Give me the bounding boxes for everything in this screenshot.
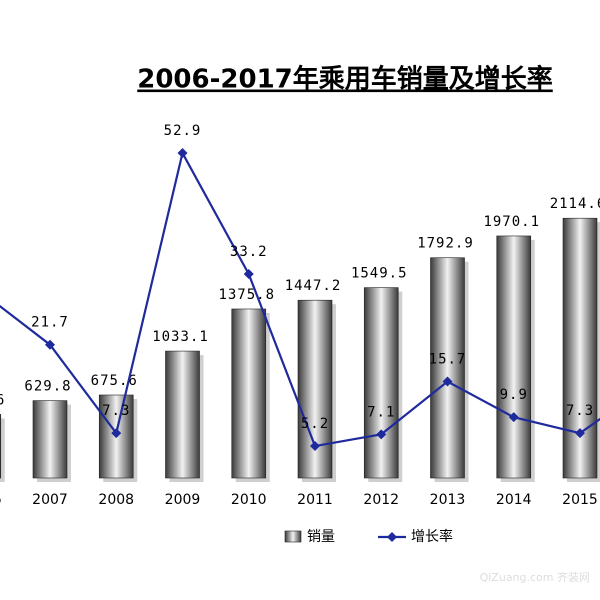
legend-swatch bbox=[387, 532, 397, 542]
data-label: 1970.1 bbox=[483, 214, 540, 230]
x-tick-label: 2013 bbox=[430, 492, 466, 508]
x-tick-label: 2011 bbox=[297, 492, 333, 508]
data-label: 1792.9 bbox=[417, 236, 474, 252]
x-tick-label: 2012 bbox=[363, 492, 399, 508]
data-label: 5.2 bbox=[301, 416, 329, 432]
data-label: 517.6 bbox=[0, 392, 5, 408]
x-tick-label: 2015 bbox=[562, 492, 598, 508]
data-label: 7.3 bbox=[102, 403, 130, 419]
data-label: 33.2 bbox=[230, 244, 268, 260]
line-marker bbox=[111, 428, 122, 439]
x-tick-label: 2006 bbox=[0, 492, 2, 508]
x-tick-label: 2007 bbox=[32, 492, 68, 508]
line-marker bbox=[45, 339, 55, 350]
bar bbox=[0, 414, 2, 479]
bar bbox=[562, 217, 598, 479]
plot-area: 2006 2007 2008 2009 2010 2011 2012 2013 2014 2015… bbox=[0, 123, 600, 545]
data-label: 21.7 bbox=[31, 315, 69, 331]
legend: 销量 增长率 bbox=[284, 528, 453, 545]
watermark: QiZuang.com 齐装网 bbox=[480, 570, 590, 584]
line-marker bbox=[376, 429, 387, 440]
data-label: 15.7 bbox=[429, 352, 467, 368]
bar bbox=[430, 257, 465, 479]
legend-label: 增长率 bbox=[411, 528, 453, 545]
data-label: 52.9 bbox=[164, 123, 202, 139]
data-label: 7.1 bbox=[367, 404, 395, 420]
bar bbox=[297, 299, 333, 479]
legend-swatch bbox=[284, 530, 302, 543]
data-label: 1447.2 bbox=[285, 278, 342, 294]
line-marker bbox=[575, 428, 585, 439]
bar bbox=[32, 400, 68, 479]
x-tick-label: 2010 bbox=[231, 492, 267, 508]
x-tick-label: 2014 bbox=[496, 492, 532, 508]
bar bbox=[496, 235, 532, 479]
data-label: 1549.5 bbox=[351, 266, 408, 282]
data-label: 675.6 bbox=[91, 373, 138, 389]
line-marker bbox=[177, 148, 188, 159]
line-marker bbox=[310, 441, 320, 452]
data-label: 629.8 bbox=[24, 379, 71, 395]
chart-title: 2006-2017年乘用车销量及增长率 bbox=[137, 64, 553, 95]
bar bbox=[363, 287, 399, 479]
line-marker bbox=[442, 376, 453, 387]
data-label: 1375.8 bbox=[218, 287, 275, 303]
x-tick-label: 2009 bbox=[165, 492, 201, 508]
data-label: 9.9 bbox=[500, 387, 528, 403]
bar bbox=[231, 308, 267, 479]
legend-label: 销量 bbox=[307, 529, 335, 545]
data-label: 2114.6 bbox=[550, 196, 600, 212]
data-label: 7.3 bbox=[566, 403, 594, 419]
bar bbox=[165, 350, 200, 479]
line-marker bbox=[508, 412, 519, 423]
bar-shadow bbox=[0, 418, 5, 482]
line-marker bbox=[243, 269, 254, 280]
x-tick-label: 2008 bbox=[98, 492, 134, 508]
data-label: 1033.1 bbox=[152, 329, 209, 345]
